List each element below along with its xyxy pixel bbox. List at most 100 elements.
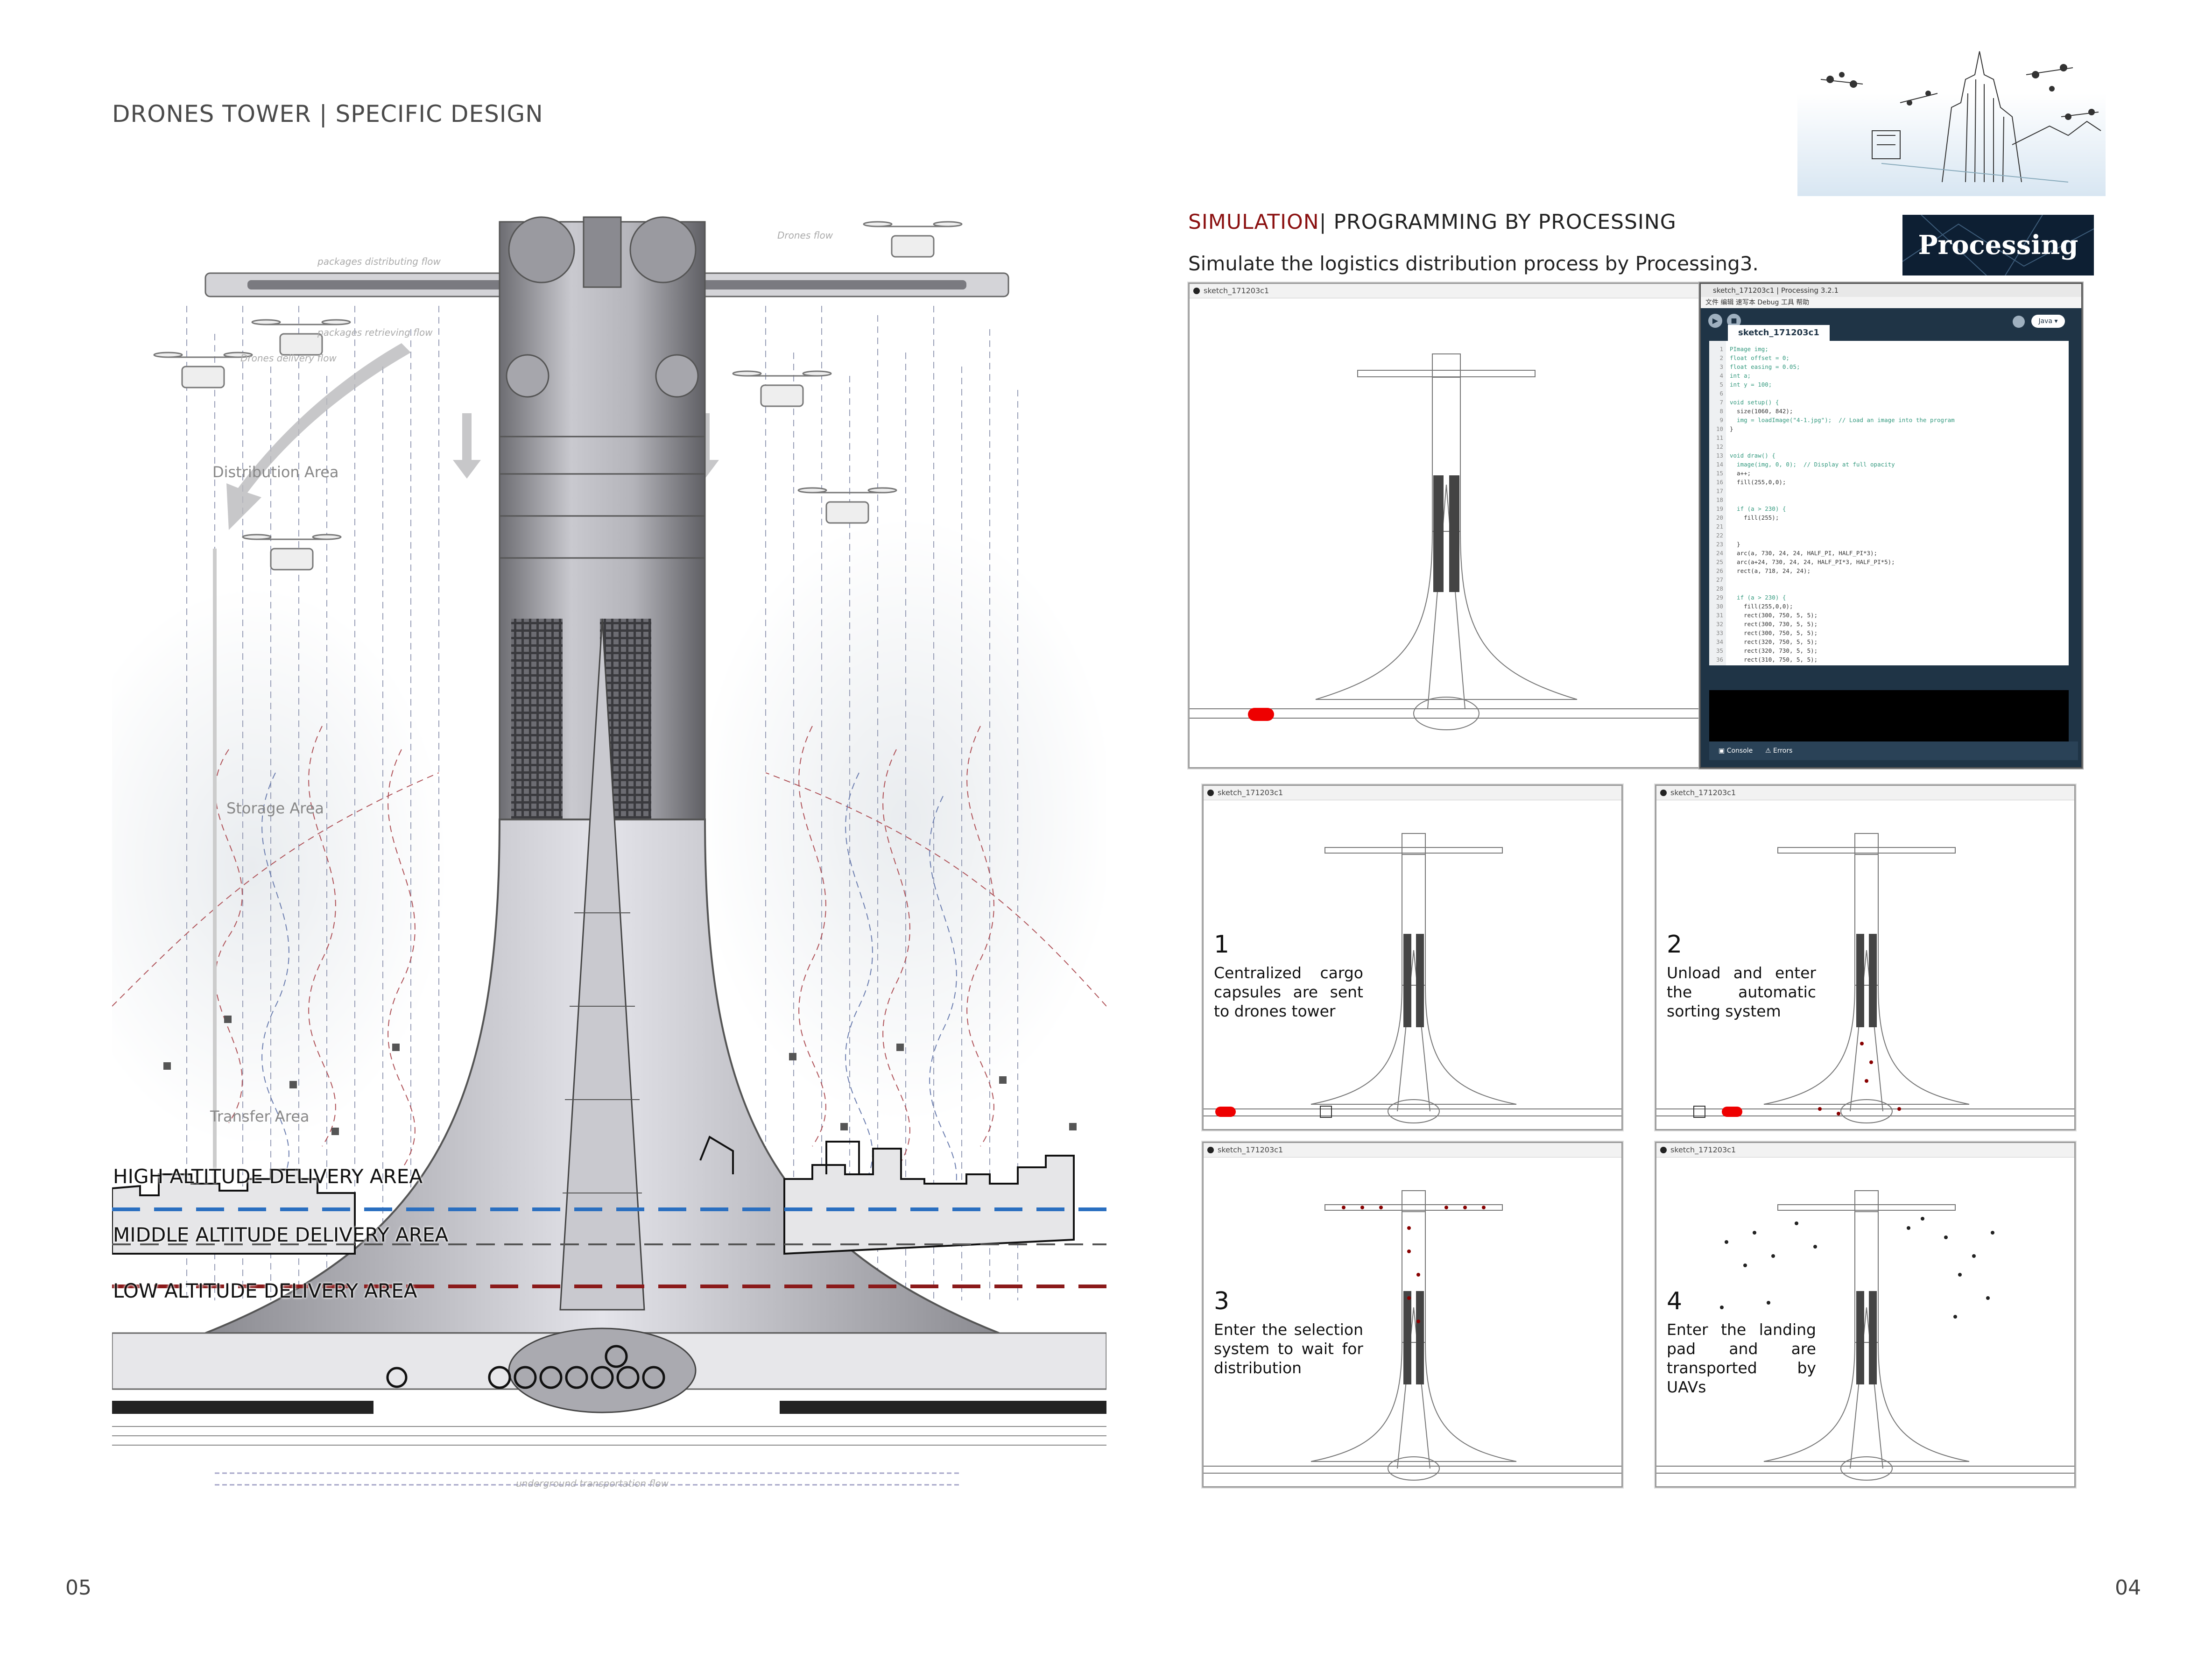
mode-selector[interactable]: Java ▾: [2031, 315, 2065, 328]
code-line: }: [1730, 425, 1733, 432]
step-number: 2: [1667, 931, 1683, 959]
line-number: 25: [1716, 558, 1723, 565]
code-line: fill(255,0,0);: [1730, 479, 1786, 486]
line-number: 26: [1716, 567, 1723, 574]
line-number: 10: [1716, 425, 1723, 432]
middle-altitude-label: MIDDLE ALTITUDE DELIVERY AREA: [113, 1223, 449, 1246]
line-number: 24: [1716, 550, 1723, 557]
debug-icon[interactable]: [2013, 316, 2025, 328]
processing-app-icon: [1207, 790, 1214, 796]
simulation-heading-accent: SIMULATION: [1188, 210, 1319, 234]
line-number: 19: [1716, 505, 1723, 512]
ide-titlebar: sketch_171203c1 | Processing 3.2.1: [1701, 284, 2081, 297]
code-editor[interactable]: 1 2 3 4 5 6 7 8 9 10 11 12 13 14 15 16 17 18 19 20 21 22 23 24 2…: [1709, 341, 2069, 665]
line-number: 13: [1716, 452, 1723, 459]
distribution-area-label: Distribution Area: [212, 463, 339, 481]
step-description: Unload and enter the automatic sorting s…: [1667, 964, 1816, 1020]
code-line: if (a > 230) {: [1730, 505, 1786, 512]
line-number: 29: [1716, 594, 1723, 601]
code-line: arc(a+24, 730, 24, 24, HALF_PI*3, HALF_P…: [1730, 558, 1895, 565]
code-line: [1730, 442, 1955, 451]
errors-tab[interactable]: ⚠ Errors: [1765, 747, 1793, 755]
errors-tab-label: Errors: [1773, 747, 1793, 755]
sketch-window-main: sketch_171203c1: [1188, 282, 1705, 769]
line-number-gutter: 1 2 3 4 5 6 7 8 9 10 11 12 13 14 15 16 17 18 19 20 21 22 23 24 2…: [1709, 341, 1726, 665]
step-number: 4: [1667, 1287, 1683, 1315]
transfer-area-label: Transfer Area: [210, 1108, 310, 1125]
sketch-window-title: sketch_171203c1: [1204, 286, 1269, 295]
high-altitude-label: HIGH ALTITUDE DELIVERY AREA: [113, 1165, 423, 1188]
code-line: a++;: [1730, 470, 1751, 477]
code-line: image(img, 0, 0); // Display at full opa…: [1730, 461, 1895, 468]
line-number: 27: [1716, 576, 1723, 583]
console-output: [1709, 690, 2069, 741]
line-number: 4: [1719, 372, 1723, 379]
code-line: }: [1730, 541, 1740, 548]
processing-app-icon: [1660, 1147, 1667, 1153]
processing-app-icon: [1193, 288, 1200, 294]
line-number: 34: [1716, 638, 1723, 645]
code-line: img = loadImage("4-1.jpg"); // Load an i…: [1730, 416, 1955, 424]
console-tabbar: ▣ Console ⚠ Errors: [1709, 741, 2078, 760]
drones-delivery-flow-label: Drones delivery flow: [240, 353, 337, 364]
processing-app-icon: [1207, 1147, 1214, 1153]
step-description: Enter the selection system to wait for d…: [1214, 1320, 1363, 1377]
line-number: 37: [1709, 664, 1723, 665]
code-line: [1730, 487, 1955, 495]
line-number: 2: [1719, 354, 1723, 361]
step-window-3: sketch_171203c1: [1202, 1142, 1623, 1488]
line-number: 35: [1716, 647, 1723, 654]
line-number: 5: [1719, 381, 1723, 388]
code-line: [1730, 584, 1955, 593]
step-window-titlebar: sketch_171203c1: [1656, 786, 2074, 800]
line-number: 28: [1716, 585, 1723, 592]
code-line: int y = 100;: [1730, 381, 1772, 388]
line-number: 18: [1716, 496, 1723, 503]
line-number: 33: [1716, 629, 1723, 636]
console-tab[interactable]: ▣ Console: [1719, 747, 1753, 755]
code-line: [1730, 531, 1955, 540]
console-tab-label: Console: [1726, 747, 1753, 755]
step-description: Enter the landing pad and are transporte…: [1667, 1320, 1816, 1396]
code-line: rect(320, 730, 5, 5);: [1730, 647, 1818, 654]
line-number: 17: [1716, 487, 1723, 494]
step-number: 3: [1214, 1287, 1230, 1315]
step-window-titlebar: sketch_171203c1: [1204, 786, 1621, 800]
line-number: 30: [1716, 603, 1723, 610]
sketch-window-titlebar: sketch_171203c1: [1190, 284, 1703, 298]
simulation-heading-rest: | PROGRAMMING BY PROCESSING: [1319, 210, 1677, 234]
run-button[interactable]: ▶: [1708, 314, 1722, 328]
line-number: 3: [1719, 363, 1723, 370]
step-window-1: sketch_171203c1: [1202, 784, 1623, 1130]
line-number: 7: [1719, 399, 1723, 406]
step-window-title: sketch_171203c1: [1670, 788, 1736, 797]
simulation-subtitle: Simulate the logistics distribution proc…: [1188, 252, 1759, 275]
step-window-title: sketch_171203c1: [1218, 788, 1283, 797]
step-description: Centralized cargo capsules are sent to d…: [1214, 964, 1363, 1020]
line-number: 23: [1716, 541, 1723, 548]
ide-window-title: sketch_171203c1 | Processing 3.2.1: [1713, 286, 1839, 295]
line-number: 20: [1716, 514, 1723, 521]
packages-retrieving-flow-label: packages retrieving flow: [317, 327, 433, 338]
step-window-4: sketch_171203c1: [1655, 1142, 2076, 1488]
code-line: rect(310, 750, 5, 5);: [1730, 656, 1818, 663]
low-altitude-label: LOW ALTITUDE DELIVERY AREA: [113, 1279, 417, 1302]
step-window-title: sketch_171203c1: [1218, 1145, 1283, 1154]
ide-menubar[interactable]: 文件 编辑 速写本 Debug 工具 帮助: [1701, 297, 2081, 308]
underground-flow-label: underground transportation flow: [516, 1478, 669, 1489]
tab-sketch[interactable]: sketch_171203c1: [1728, 325, 1830, 341]
city-drones-sketch: [1788, 23, 2106, 196]
processing-logo-text: Processing: [1918, 230, 2078, 261]
code-line: fill(255);: [1730, 514, 1779, 521]
line-number: 32: [1716, 621, 1723, 628]
tower-sketch: [1204, 1190, 1621, 1481]
line-number: 15: [1716, 470, 1723, 477]
code-line: if (a > 230) {: [1730, 594, 1786, 601]
page-number-left: 05: [65, 1576, 92, 1600]
step-number: 1: [1214, 931, 1230, 959]
line-number: 31: [1716, 612, 1723, 619]
code-line: rect(300, 730, 5, 5);: [1730, 621, 1818, 628]
code-lines: PImage img; float offset = 0; float easing…: [1730, 345, 1955, 665]
tower-sketch: [1656, 1190, 2074, 1481]
code-line: [1730, 575, 1955, 584]
